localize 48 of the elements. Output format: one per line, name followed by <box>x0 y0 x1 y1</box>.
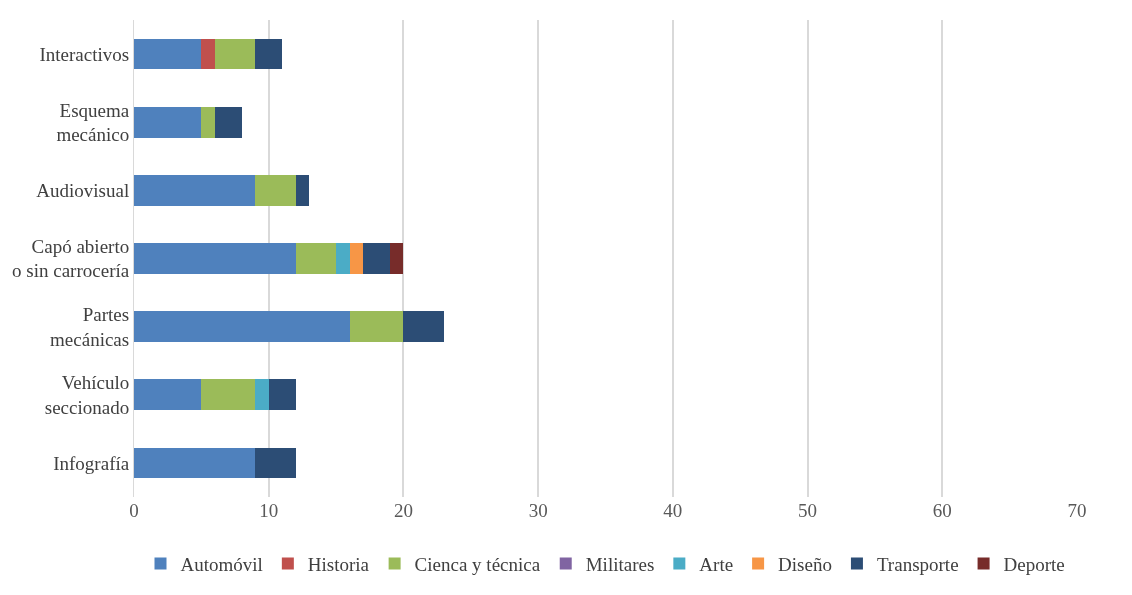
y-tick-label: Esquema mecánico <box>56 99 130 146</box>
legend-label: Diseño <box>778 553 832 575</box>
bar <box>255 447 296 479</box>
y-tick-label: Audiovisual <box>36 180 130 202</box>
y-tick-label: Infografía <box>53 452 130 474</box>
bar <box>295 175 310 206</box>
bar <box>349 311 404 342</box>
x-tick-label: 70 <box>1067 500 1087 521</box>
bar <box>201 38 215 70</box>
bar <box>134 311 350 342</box>
x-tick-label: 10 <box>259 500 279 521</box>
bar <box>214 106 242 138</box>
bar <box>295 243 337 274</box>
y-tick-label: Capó abierto o sin carrocería <box>12 235 130 282</box>
y-tick-label: Partes mecánicas <box>50 303 130 350</box>
bar <box>214 38 256 70</box>
bar <box>134 106 202 138</box>
x-tick-label: 50 <box>798 500 818 521</box>
legend-label: Transporte <box>876 553 959 575</box>
bar <box>336 243 350 274</box>
bar <box>201 106 215 138</box>
bar <box>349 243 364 274</box>
legend-label: Automóvil <box>180 553 263 575</box>
legend-label: Cienca y técnica <box>414 553 541 575</box>
legend-label: Militares <box>585 553 655 575</box>
bar <box>201 379 256 411</box>
x-tick-label: 30 <box>528 500 548 521</box>
y-tick-label: Interactivos <box>39 43 130 65</box>
bar <box>363 243 390 274</box>
y-tick-label: Vehículo seccionado <box>44 372 130 418</box>
bar <box>255 379 269 411</box>
bar <box>134 175 256 206</box>
bar <box>389 243 404 274</box>
bar <box>134 38 202 70</box>
legend-label: Deporte <box>1003 553 1065 575</box>
x-tick-label: 40 <box>663 500 683 521</box>
x-tick-label: 0 <box>129 500 139 521</box>
bar <box>134 243 296 274</box>
bar <box>255 175 296 206</box>
bar <box>134 447 256 479</box>
bar <box>134 379 202 411</box>
x-tick-label: 20 <box>393 500 413 521</box>
legend-label: Historia <box>307 553 370 575</box>
bar <box>268 379 296 411</box>
x-tick-label: 60 <box>932 500 952 521</box>
bar <box>255 38 283 70</box>
legend-label: Arte <box>699 553 734 575</box>
bar <box>403 311 444 342</box>
